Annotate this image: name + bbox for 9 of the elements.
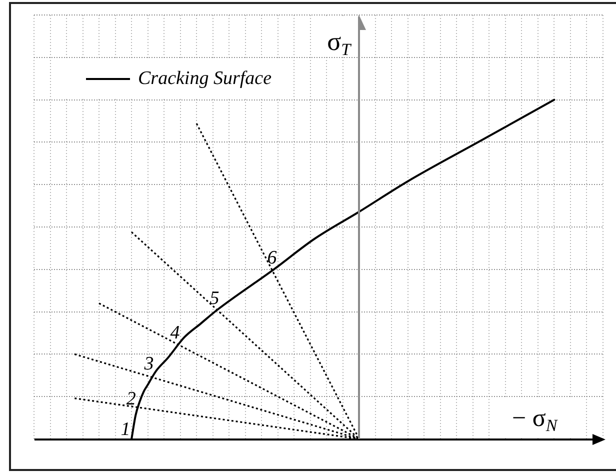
annotation: 3 (143, 354, 154, 375)
legend-label: Cracking Surface (138, 68, 272, 90)
y-axis-title: σ$_{T}$ (327, 27, 351, 60)
annotation: 6 (267, 247, 278, 268)
annotation: 1 (120, 419, 130, 440)
x-axis-title: − σ$_{N}$ (512, 404, 558, 435)
annotation: 2 (126, 388, 136, 410)
annotation: 5 (210, 288, 220, 310)
annotation: 4 (170, 322, 180, 344)
